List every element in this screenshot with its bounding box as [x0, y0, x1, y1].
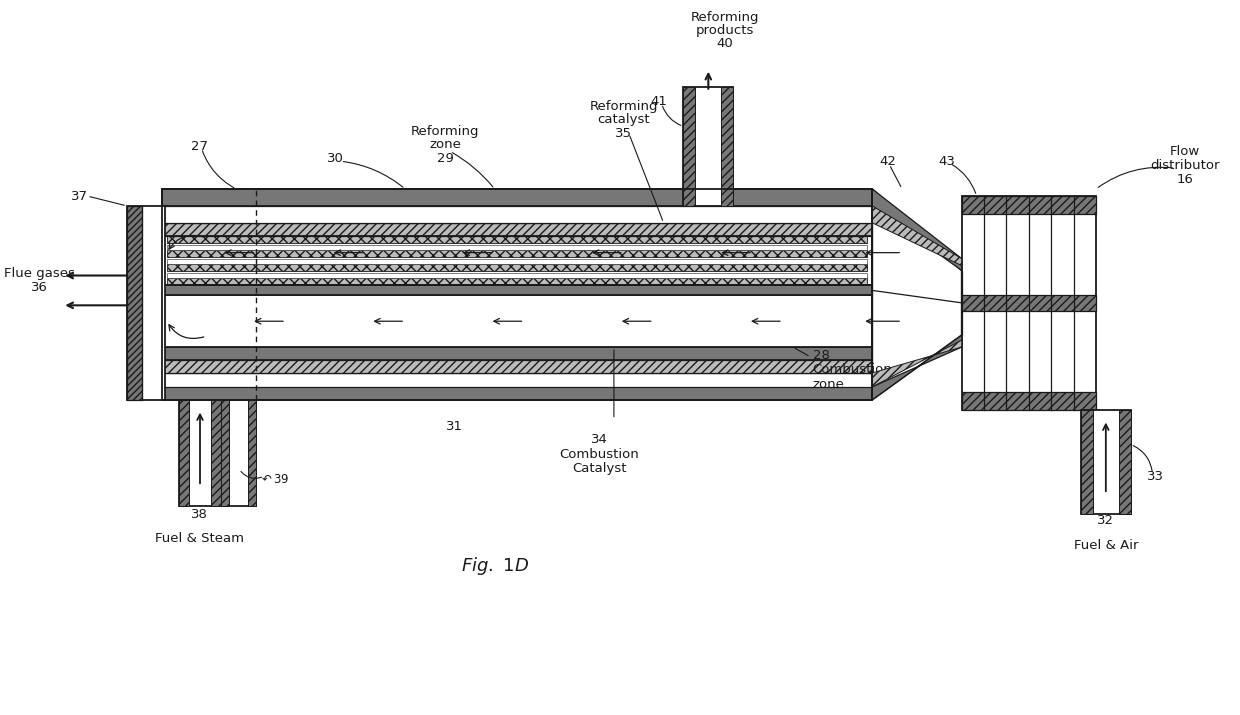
Bar [1081, 410, 1131, 514]
Text: zone: zone [812, 378, 844, 391]
Bar [166, 315, 867, 318]
Text: 27: 27 [191, 140, 208, 153]
Bar [126, 206, 165, 400]
Bar [161, 236, 872, 285]
Text: 35: 35 [615, 127, 632, 140]
Bar [166, 330, 867, 335]
Bar [166, 307, 867, 312]
Polygon shape [872, 340, 962, 387]
Bar [166, 338, 867, 341]
Text: Combustion: Combustion [559, 448, 639, 461]
Text: 16: 16 [1177, 172, 1194, 186]
Bar [166, 264, 867, 271]
Bar [166, 318, 867, 324]
Bar [222, 400, 229, 506]
Text: 36: 36 [31, 281, 48, 294]
Bar [166, 236, 867, 243]
Text: 29: 29 [436, 152, 454, 164]
Text: Flow: Flow [1171, 145, 1200, 158]
Bar [164, 295, 870, 347]
Text: 40: 40 [717, 37, 734, 51]
Bar [161, 295, 872, 347]
Bar [166, 278, 867, 285]
Text: 41: 41 [650, 95, 667, 108]
Bar [196, 201, 837, 202]
Bar [212, 400, 222, 506]
Bar [222, 400, 257, 506]
Bar [179, 400, 222, 506]
Bar [161, 223, 872, 236]
Text: $\mathit{Fig.}$ $\mathit{1D}$: $\mathit{Fig.}$ $\mathit{1D}$ [460, 555, 528, 577]
Bar [191, 283, 842, 287]
Bar [161, 285, 872, 295]
Text: Fuel & Air: Fuel & Air [1074, 539, 1138, 552]
Bar [962, 295, 1096, 311]
Text: catalyst: catalyst [598, 113, 650, 126]
Bar [962, 196, 1096, 410]
Text: distributor: distributor [1151, 159, 1220, 172]
Bar [161, 373, 872, 387]
Bar [161, 189, 872, 400]
Text: 30: 30 [327, 152, 343, 164]
Bar [1081, 410, 1092, 514]
Text: Reforming: Reforming [589, 100, 658, 113]
Text: 38: 38 [191, 508, 208, 521]
Text: Reforming: Reforming [410, 125, 479, 138]
Bar [166, 245, 867, 250]
Bar [722, 87, 733, 206]
Bar [161, 206, 872, 223]
Bar [179, 400, 188, 506]
Text: zone: zone [429, 138, 461, 151]
Text: Reforming: Reforming [691, 11, 759, 24]
Polygon shape [872, 335, 962, 400]
Bar [161, 387, 872, 400]
Text: 42: 42 [879, 154, 897, 168]
Bar [683, 87, 733, 206]
Bar [248, 400, 257, 506]
Bar [166, 341, 867, 347]
Text: 34: 34 [590, 433, 608, 446]
Text: 37: 37 [71, 189, 88, 202]
Bar [166, 273, 867, 278]
Text: products: products [696, 24, 754, 36]
Text: 31: 31 [446, 420, 464, 433]
Text: 28: 28 [812, 348, 830, 362]
Bar [166, 303, 867, 307]
Text: Catalyst: Catalyst [572, 462, 626, 475]
Bar [1118, 410, 1131, 514]
Bar [166, 295, 867, 301]
Text: $\curvearrowleft$39: $\curvearrowleft$39 [259, 473, 289, 485]
Polygon shape [872, 189, 962, 270]
Text: Combustion: Combustion [812, 363, 893, 376]
Text: 33: 33 [1147, 470, 1164, 483]
Bar [161, 189, 872, 206]
Bar [166, 259, 867, 264]
Bar [166, 326, 867, 330]
Text: Fuel & Steam: Fuel & Steam [155, 533, 244, 546]
Text: 32: 32 [1097, 515, 1115, 528]
Bar [683, 87, 696, 206]
Bar [126, 206, 141, 400]
Text: Flue gases: Flue gases [4, 267, 74, 280]
Bar [962, 196, 1096, 214]
Bar [164, 186, 870, 285]
Bar [161, 347, 872, 360]
Bar [166, 250, 867, 257]
Text: 43: 43 [939, 154, 955, 168]
Bar [161, 360, 872, 373]
Polygon shape [872, 206, 962, 265]
Polygon shape [872, 189, 962, 400]
Bar [962, 392, 1096, 410]
